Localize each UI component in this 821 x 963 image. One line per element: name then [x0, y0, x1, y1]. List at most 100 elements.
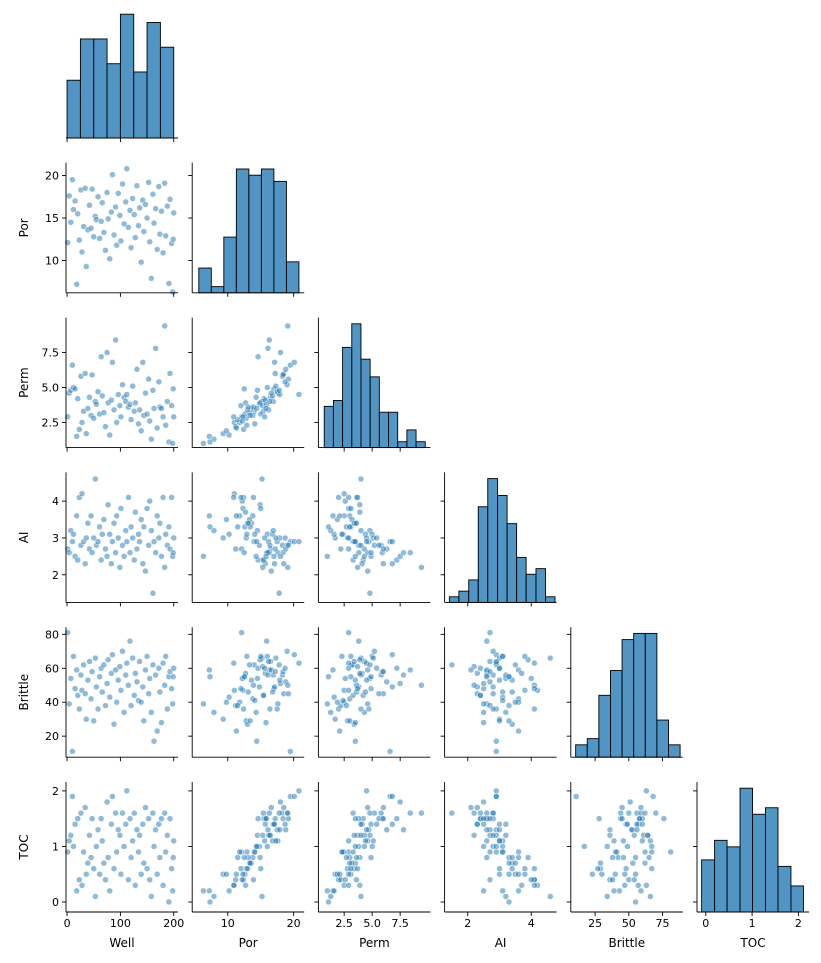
scatter-point: [470, 832, 478, 839]
scatter-point: [264, 826, 272, 834]
scatter-point: [81, 185, 89, 192]
scatter-point: [168, 865, 175, 872]
y-tick-label: 0: [52, 896, 59, 909]
histogram-bar: [248, 174, 262, 294]
scatter-point: [624, 843, 631, 850]
scatter-point: [496, 865, 503, 872]
scatter-point: [119, 648, 126, 655]
scatter-point: [262, 405, 270, 412]
histogram-bar: [656, 719, 669, 758]
scatter-point: [347, 865, 355, 872]
scatter-point: [345, 870, 352, 878]
scatter-point: [165, 280, 173, 287]
scatter-point: [261, 534, 268, 542]
x-tick-label: 100: [110, 917, 131, 930]
scatter-point: [632, 898, 639, 906]
histogram-bar: [351, 323, 362, 449]
scatter-point: [87, 512, 95, 520]
scatter-point: [94, 538, 102, 545]
scatter-point: [610, 837, 618, 845]
scatter-point: [136, 204, 143, 212]
scatter-point: [106, 887, 113, 895]
scatter-point: [109, 538, 116, 545]
scatter-point: [271, 545, 279, 553]
scatter-point: [362, 688, 369, 696]
histogram-bar: [477, 506, 489, 603]
scatter-point: [139, 683, 147, 691]
scatter-point: [108, 560, 115, 567]
scatter-point: [389, 560, 396, 567]
scatter-point: [406, 809, 414, 817]
histogram-bar: [415, 441, 426, 449]
scatter-point: [285, 690, 292, 697]
scatter-point: [159, 882, 167, 889]
y-tick-label: 40: [45, 696, 59, 709]
scatter-point: [158, 719, 165, 726]
scatter-point: [277, 349, 284, 356]
scatter-point: [275, 589, 283, 597]
scatter-point: [353, 876, 360, 884]
scatter-point: [169, 385, 177, 393]
scatter-point: [126, 207, 134, 214]
scatter-point: [108, 208, 115, 216]
histogram-bar: [516, 556, 527, 603]
scatter-point: [618, 815, 626, 822]
scatter-point: [69, 176, 76, 184]
scatter-point: [126, 401, 134, 408]
scatter-point: [396, 798, 404, 806]
scatter-point: [260, 809, 267, 817]
scatter-point: [168, 494, 175, 501]
scatter-point: [515, 870, 522, 878]
scatter-point: [496, 717, 503, 725]
scatter-point: [370, 654, 377, 662]
scatter-point: [125, 681, 132, 689]
scatter-point: [109, 793, 116, 800]
scatter-point: [373, 534, 380, 542]
scatter-point: [116, 402, 124, 409]
scatter-point: [251, 531, 259, 538]
y-tick-label: 15: [45, 212, 59, 225]
histogram-bar: [93, 38, 108, 139]
x-tick-label: 75: [656, 917, 670, 930]
y-tick-label: 20: [45, 730, 59, 743]
scatter-point: [489, 648, 497, 655]
scatter-point: [370, 837, 377, 845]
x-axis-label: AI: [495, 936, 507, 950]
scatter-point: [64, 413, 71, 421]
scatter-point: [69, 748, 76, 755]
histogram-bar: [668, 744, 681, 758]
scatter-point: [480, 700, 487, 708]
scatter-point: [81, 370, 89, 377]
scatter-point: [253, 843, 261, 850]
x-tick-label: 2.5: [335, 917, 353, 930]
scatter-point: [240, 673, 248, 681]
scatter-point: [206, 673, 214, 681]
scatter-point: [336, 512, 343, 520]
scatter-point: [97, 556, 105, 564]
scatter-point: [103, 349, 111, 356]
scatter-point: [489, 832, 497, 839]
scatter-point: [486, 658, 494, 665]
scatter-point: [345, 534, 352, 542]
scatter-point: [127, 244, 135, 252]
scatter-point: [140, 717, 148, 725]
scatter-point: [109, 359, 116, 366]
scatter-point: [366, 661, 374, 669]
scatter-point: [71, 385, 79, 393]
scatter-point: [159, 413, 167, 421]
scatter-point: [262, 553, 270, 560]
scatter-point: [169, 854, 177, 861]
scatter-point: [139, 359, 147, 366]
histogram-bar: [119, 13, 135, 139]
scatter-point: [169, 236, 177, 243]
scatter-point: [127, 854, 135, 861]
scatter-point: [230, 413, 237, 421]
scatter-point: [65, 549, 73, 556]
scatter-point: [366, 589, 374, 597]
scatter-point: [166, 196, 174, 203]
scatter-point: [277, 553, 284, 560]
scatter-point: [272, 837, 280, 845]
scatter-point: [257, 653, 264, 660]
scatter-point: [262, 815, 270, 822]
scatter-point: [622, 865, 630, 872]
